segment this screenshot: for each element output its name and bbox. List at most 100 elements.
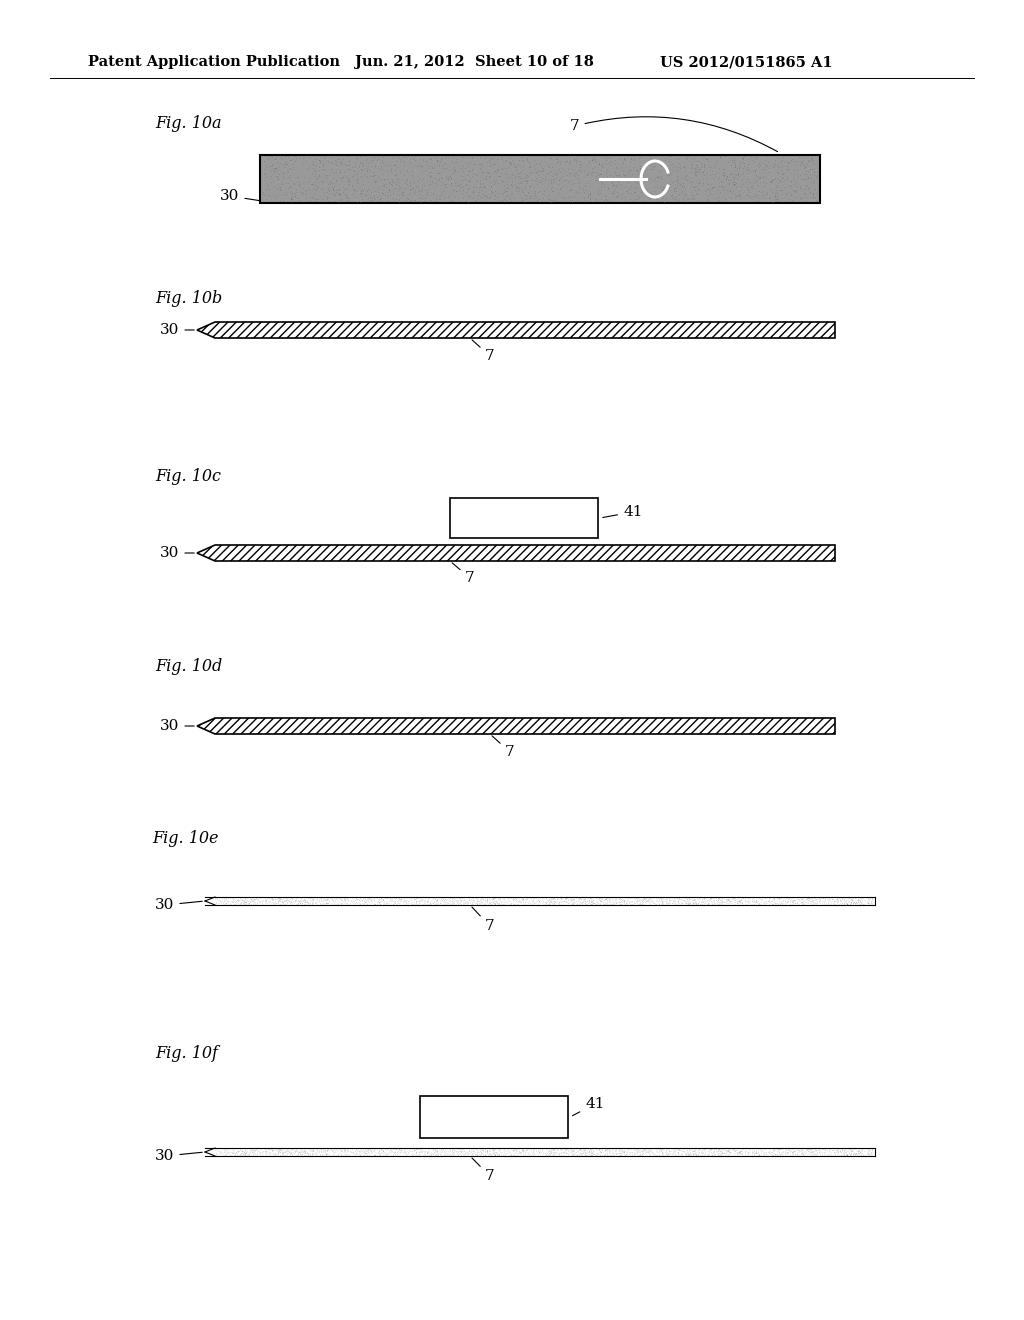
Point xyxy=(505,888,521,909)
Point xyxy=(582,183,598,205)
Point xyxy=(553,1139,569,1160)
Point xyxy=(751,1144,767,1166)
Point xyxy=(351,1142,368,1163)
Point xyxy=(714,154,730,176)
Point xyxy=(209,888,225,909)
Point xyxy=(243,888,259,909)
Point xyxy=(399,892,416,913)
Point xyxy=(643,174,659,195)
Point xyxy=(444,888,461,909)
Point xyxy=(670,157,686,178)
Point xyxy=(654,178,671,199)
Point xyxy=(703,160,720,181)
Point xyxy=(347,1140,364,1162)
Point xyxy=(705,892,721,913)
Point xyxy=(447,148,464,169)
Point xyxy=(219,887,236,908)
Point xyxy=(686,1140,702,1162)
Point xyxy=(240,892,256,913)
Point xyxy=(428,1142,444,1163)
Point xyxy=(571,1144,588,1166)
Point xyxy=(447,180,464,201)
Point xyxy=(856,894,872,915)
Point xyxy=(752,166,768,187)
Point xyxy=(677,158,693,180)
Point xyxy=(793,161,809,182)
Point xyxy=(733,892,750,913)
Point xyxy=(352,158,369,180)
Point xyxy=(489,887,506,908)
Point xyxy=(330,186,346,207)
Point xyxy=(455,890,471,911)
Point xyxy=(440,890,457,911)
Point xyxy=(282,891,298,912)
Point xyxy=(265,892,282,913)
Point xyxy=(764,1142,780,1163)
Point xyxy=(496,887,512,908)
Point xyxy=(483,1143,500,1164)
Point xyxy=(611,1138,628,1159)
Point xyxy=(314,1142,331,1163)
Point xyxy=(612,1143,629,1164)
Point xyxy=(782,170,799,191)
Point xyxy=(554,166,570,187)
Point xyxy=(349,1143,366,1164)
Point xyxy=(368,187,384,209)
Point xyxy=(527,1142,544,1163)
Point xyxy=(236,1143,252,1164)
Point xyxy=(501,157,517,178)
Point xyxy=(584,891,600,912)
Point xyxy=(219,891,236,912)
Point xyxy=(787,890,804,911)
Point xyxy=(765,1140,781,1162)
Point xyxy=(286,888,302,909)
Point xyxy=(494,1142,510,1163)
Point xyxy=(801,177,817,198)
Point xyxy=(778,158,795,180)
Point xyxy=(365,149,381,170)
Point xyxy=(618,1140,635,1162)
Point xyxy=(558,1143,574,1164)
Point xyxy=(741,182,758,203)
Point xyxy=(745,185,762,206)
Point xyxy=(853,1139,869,1160)
Point xyxy=(552,1140,568,1162)
Point xyxy=(387,892,403,913)
Point xyxy=(761,1144,777,1166)
Point xyxy=(611,1142,628,1163)
Point xyxy=(830,887,847,908)
Point xyxy=(361,187,378,209)
Point xyxy=(731,176,748,197)
Point xyxy=(771,890,787,911)
Point xyxy=(305,150,322,172)
Point xyxy=(770,887,786,908)
Point xyxy=(208,887,224,908)
Point xyxy=(435,187,452,209)
Point xyxy=(608,891,625,912)
Point xyxy=(545,894,561,915)
Point xyxy=(561,153,578,174)
Point xyxy=(539,176,555,197)
Point xyxy=(489,1138,506,1159)
Point xyxy=(283,170,299,191)
Point xyxy=(706,157,722,178)
Point xyxy=(442,891,459,912)
Point xyxy=(861,890,878,911)
Point xyxy=(733,182,750,203)
Point xyxy=(514,890,530,911)
Point xyxy=(403,1144,420,1166)
Point xyxy=(327,891,343,912)
Point xyxy=(626,154,642,176)
Point xyxy=(714,890,730,911)
Point xyxy=(344,148,360,169)
Point xyxy=(713,892,729,913)
Point xyxy=(384,170,400,191)
Point xyxy=(663,1139,679,1160)
Point xyxy=(645,892,662,913)
Point xyxy=(455,1140,471,1162)
Point xyxy=(666,891,682,912)
Point xyxy=(379,169,395,190)
Point xyxy=(769,173,785,194)
Point xyxy=(503,894,519,915)
Point xyxy=(328,191,344,213)
